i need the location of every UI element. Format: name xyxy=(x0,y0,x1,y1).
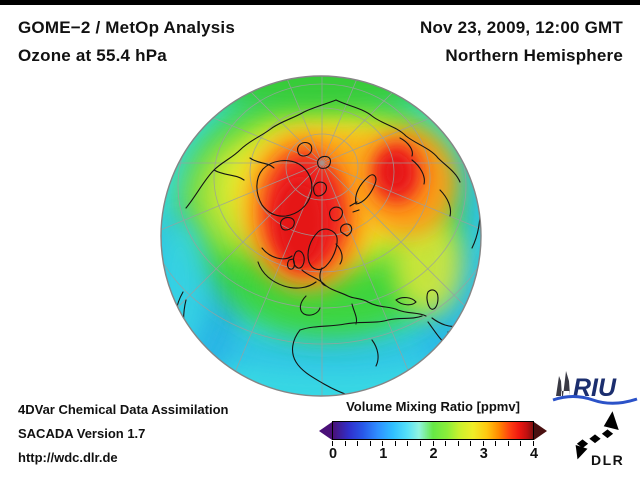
graticule xyxy=(161,76,481,396)
title-block: GOME−2 / MetOp Analysis Ozone at 55.4 hP… xyxy=(18,14,235,70)
dlr-logo-icon xyxy=(575,411,619,460)
tick-mark xyxy=(382,441,384,446)
tick-mark xyxy=(457,441,459,446)
top-border-bar xyxy=(0,0,640,5)
globe-color-field xyxy=(161,76,481,396)
colorbar-right-arrow xyxy=(534,421,547,440)
tick-mark xyxy=(445,441,447,446)
tick-mark xyxy=(394,441,396,446)
credits-block: 4DVar Chemical Data Assimilation SACADA … xyxy=(18,398,229,470)
dlr-logo-text: DLR xyxy=(591,452,625,468)
tick-mark xyxy=(470,441,472,446)
tick-mark xyxy=(344,441,346,446)
tick-mark xyxy=(357,441,359,446)
tick-mark xyxy=(507,441,509,446)
tick-label: 1 xyxy=(379,446,388,462)
red-core-canada xyxy=(276,180,324,264)
colorbar xyxy=(319,421,547,440)
version-label: SACADA Version 1.7 xyxy=(18,426,146,441)
instrument-title: GOME−2 / MetOp Analysis xyxy=(18,18,236,37)
colorbar-gradient xyxy=(332,421,534,440)
tick-mark xyxy=(419,441,421,446)
hemisphere-label: Northern Hemisphere xyxy=(445,46,623,65)
tick-mark xyxy=(482,441,484,446)
green-limb-top xyxy=(161,76,481,109)
tick-mark xyxy=(432,441,434,446)
colorbar-left-arrow xyxy=(319,421,332,440)
timestamp-label: Nov 23, 2009, 12:00 GMT xyxy=(419,18,623,37)
wdc-url-label: http://wdc.dlr.de xyxy=(18,450,118,465)
tick-label: 4 xyxy=(529,446,539,462)
tick-label: 3 xyxy=(479,446,488,462)
tick-mark xyxy=(369,441,371,446)
colorbar-ticks xyxy=(332,441,534,446)
tick-mark xyxy=(533,441,534,446)
assimilation-label: 4DVar Chemical Data Assimilation xyxy=(18,402,229,417)
tick-label: 2 xyxy=(429,446,438,462)
riu-logo: RIU xyxy=(552,371,638,405)
tick-mark xyxy=(332,441,333,446)
datetime-block: Nov 23, 2009, 12:00 GMT Northern Hemisph… xyxy=(420,14,623,70)
red-core-siberia xyxy=(382,155,408,189)
globe-rim xyxy=(160,75,482,397)
colorbar-tick-labels: 0 1 2 3 4 xyxy=(328,446,538,464)
blue-wave-africa xyxy=(215,328,445,372)
tick-mark xyxy=(407,441,409,446)
tick-mark xyxy=(520,441,522,446)
level-subtitle: Ozone at 55.4 hPa xyxy=(18,46,167,65)
tick-label: 0 xyxy=(328,446,338,462)
colorbar-title: Volume Mixing Ratio [ppmv] xyxy=(346,399,520,414)
riu-wave-icon xyxy=(552,395,638,405)
yellow-arm-right xyxy=(393,215,463,315)
tick-mark xyxy=(495,441,497,446)
cathedral-icon xyxy=(556,371,570,396)
